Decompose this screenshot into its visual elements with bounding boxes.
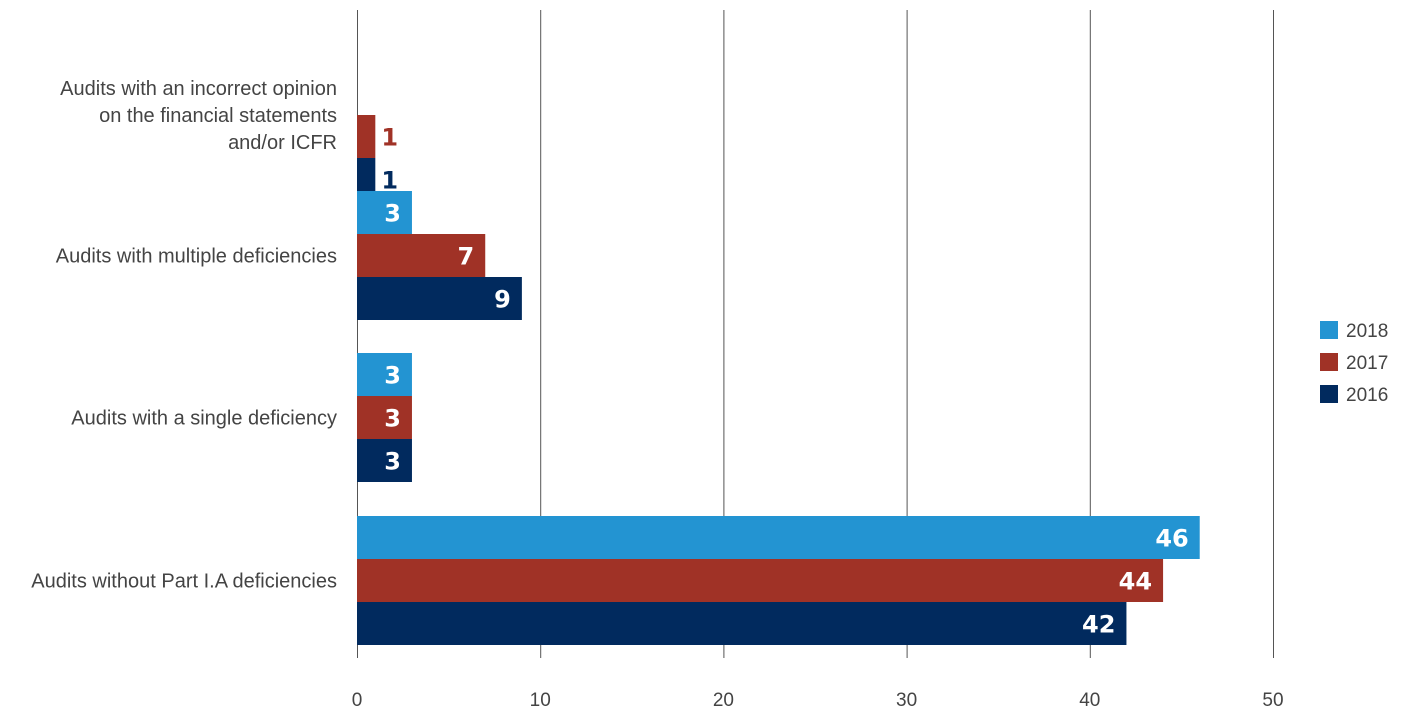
x-tick-label: 10 (530, 690, 551, 709)
category-label: Audits without Part I.A deficiencies (31, 571, 337, 593)
bar (357, 115, 376, 158)
bar (357, 158, 376, 201)
category-label: on the financial statements (99, 105, 337, 127)
legend-label: 2017 (1346, 353, 1388, 374)
bar-group (357, 115, 1200, 645)
category-label: Audits with a single deficiency (71, 408, 337, 430)
bar (357, 191, 412, 234)
bar (357, 602, 1127, 645)
x-tick-label: 30 (896, 690, 917, 709)
bar-value-label: 42 (1082, 611, 1115, 639)
bar-value-label: 1 (381, 124, 398, 152)
bar-value-label: 44 (1119, 568, 1152, 596)
bar-value-label: 3 (384, 200, 401, 228)
bar-value-label: 7 (458, 243, 475, 271)
bar-value-label: 3 (384, 448, 401, 476)
x-tick-label: 40 (1079, 690, 1100, 709)
bar-value-label: 3 (384, 362, 401, 390)
category-labels: Audits with an incorrect opinion on the f… (31, 78, 337, 593)
category-label: and/or ICFR (228, 132, 337, 154)
x-tick-label: 20 (713, 690, 734, 709)
bar (357, 277, 522, 320)
x-axis-ticks: 0 10 20 30 40 50 (352, 690, 1284, 709)
legend-swatch (1320, 353, 1338, 371)
bar (357, 516, 1200, 559)
bar (357, 396, 412, 439)
x-tick-label: 0 (352, 690, 363, 709)
bar-value-label: 1 (381, 167, 398, 195)
bar (357, 353, 412, 396)
legend-label: 2018 (1346, 321, 1388, 342)
legend-swatch (1320, 321, 1338, 339)
bar-value-label: 3 (384, 405, 401, 433)
bar (357, 559, 1164, 602)
category-label: Audits with an incorrect opinion (60, 78, 337, 100)
bar (357, 234, 486, 277)
legend-label: 2016 (1346, 385, 1388, 406)
bar (357, 439, 412, 482)
legend: 2018 2017 2016 (1320, 321, 1388, 406)
bar-value-label: 9 (494, 286, 511, 314)
bar-value-label: 46 (1155, 525, 1188, 553)
category-label: Audits with multiple deficiencies (56, 246, 337, 268)
legend-swatch (1320, 385, 1338, 403)
x-tick-label: 50 (1262, 690, 1283, 709)
